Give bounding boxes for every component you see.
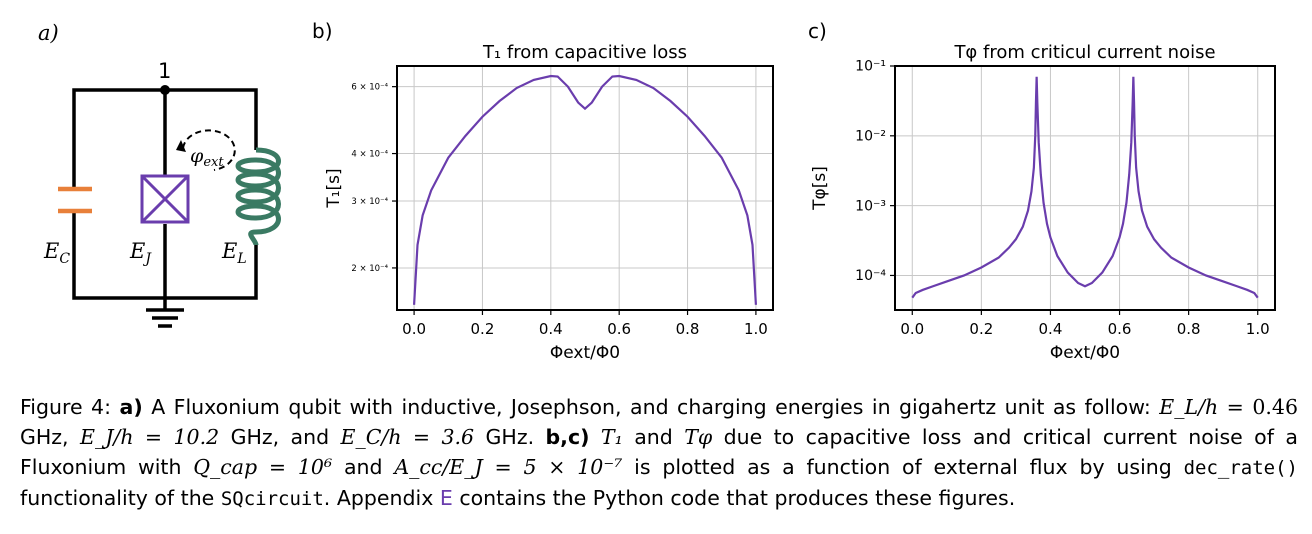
caption-ec-math: E_C/h = 3.6 <box>340 425 475 449</box>
y-tick-label: 3 × 10⁻⁴ <box>351 197 388 207</box>
caption-q-math: Q_cap = 10⁶ <box>193 455 333 479</box>
el-label: EL <box>221 239 247 267</box>
caption-bc-text5: contains the Python code that produces t… <box>459 486 1016 510</box>
panel-b-t1-chart: b) 0.0 0.2 0.4 0.6 0.8 1.0 2 × 10⁻⁴ 3 × 10⁻⁴ 4 ×… <box>300 0 800 360</box>
plot-frame <box>396 65 774 311</box>
ground-symbol <box>146 308 184 328</box>
caption-bc-bold: b,c) <box>545 425 590 449</box>
panel-c-tphi-chart: c) 0.0 0.2 0.4 0.6 0.8 1.0 10⁻⁴ 10⁻³ 10⁻² 10⁻¹ Tφ … <box>800 0 1312 360</box>
node-dot <box>160 85 170 95</box>
figure-caption: Figure 4: a) A Fluxonium qubit with indu… <box>20 392 1298 514</box>
caption-fig-label: Figure 4: <box>20 395 112 419</box>
series-line <box>412 74 758 305</box>
caption-el-val: 0.46 <box>1252 395 1298 419</box>
series-line <box>911 76 1259 299</box>
panel-b-label: b) <box>312 19 333 43</box>
caption-bc-text4: . Appendix <box>323 486 434 510</box>
y-tick-label: 2 × 10⁻⁴ <box>351 264 388 274</box>
x-tick-label: 1.0 <box>1246 320 1270 338</box>
caption-t1-math: T₁ <box>600 425 623 449</box>
x-tick-label: 0.4 <box>1039 320 1063 338</box>
caption-el-math: E_L/h = <box>1159 395 1244 419</box>
inductor-symbol <box>235 147 281 246</box>
node-label: 1 <box>158 59 171 83</box>
x-tick-label: 0.6 <box>1108 320 1132 338</box>
josephson-junction-symbol <box>140 174 190 224</box>
flux-label: φext <box>190 145 224 170</box>
y-tick-label: 10⁻³ <box>855 198 886 214</box>
x-tick-label: 0.0 <box>402 320 426 338</box>
x-axis-label: Φext/Φ0 <box>550 343 620 360</box>
panel-c-label: c) <box>808 19 827 43</box>
caption-ghz3: GHz. <box>485 425 535 449</box>
caption-tphi-math: Tφ <box>684 425 713 449</box>
chart-title: Tφ from criticul current noise <box>953 42 1215 63</box>
caption-and2: and <box>343 455 383 479</box>
x-tick-label: 1.0 <box>744 320 768 338</box>
caption-bc-text3: functionality of the <box>20 486 215 510</box>
x-tick-label: 0.0 <box>900 320 924 338</box>
caption-bc-text1: due to capacitive loss and critical curr… <box>20 425 1298 479</box>
y-axis-label: Tφ[s] <box>810 166 830 211</box>
caption-ghz1: GHz, <box>20 425 69 449</box>
caption-a-text: A Fluxonium qubit with inductive, Joseph… <box>151 395 1151 419</box>
x-tick-label: 0.8 <box>1177 320 1201 338</box>
caption-bc-text2: is plotted as a function of external flu… <box>634 455 1172 479</box>
x-tick-label: 0.8 <box>676 320 700 338</box>
caption-code-sqcircuit: SQcircuit <box>220 488 324 510</box>
caption-and: and <box>634 425 673 449</box>
caption-code-dec-rate: dec_rate() <box>1183 457 1298 479</box>
caption-ej-math: E_J/h = 10.2 <box>79 425 220 449</box>
panel-a-circuit: a) 1 <box>0 0 300 360</box>
y-tick-label: 10⁻⁴ <box>855 268 886 284</box>
plot-frame <box>894 65 1276 311</box>
x-tick-label: 0.2 <box>471 320 495 338</box>
caption-acc-math: A_cc/E_J = 5 × 10⁻⁷ <box>394 455 623 479</box>
caption-a-bold: a) <box>119 395 143 419</box>
x-tick-label: 0.6 <box>607 320 631 338</box>
y-tick-label: 6 × 10⁻⁴ <box>351 82 388 92</box>
appendix-link[interactable]: E <box>439 486 453 510</box>
t1-chart-svg: b) 0.0 0.2 0.4 0.6 0.8 1.0 2 × 10⁻⁴ 3 × 10⁻⁴ 4 ×… <box>312 19 774 360</box>
caption-ghz2: GHz, and <box>230 425 330 449</box>
y-tick-label: 10⁻¹ <box>855 59 886 75</box>
x-axis-label: Φext/Φ0 <box>1050 343 1120 360</box>
y-tick-label: 4 × 10⁻⁴ <box>351 149 388 159</box>
capacitor-symbol <box>58 186 92 214</box>
y-axis-label: T₁[s] <box>324 168 344 208</box>
flux-loop-arrow <box>176 129 236 171</box>
panel-a-label: a) <box>38 21 59 45</box>
x-tick-label: 0.2 <box>969 320 993 338</box>
chart-title: T₁ from capacitive loss <box>482 42 687 63</box>
ec-label: EC <box>43 239 70 267</box>
ej-label: EJ <box>129 239 152 267</box>
x-tick-label: 0.4 <box>539 320 563 338</box>
tphi-chart-svg: c) 0.0 0.2 0.4 0.6 0.8 1.0 10⁻⁴ 10⁻³ 10⁻² 10⁻¹ Tφ … <box>808 19 1276 360</box>
fluxonium-circuit-diagram: a) 1 <box>38 21 281 328</box>
y-tick-label: 10⁻² <box>855 128 886 144</box>
